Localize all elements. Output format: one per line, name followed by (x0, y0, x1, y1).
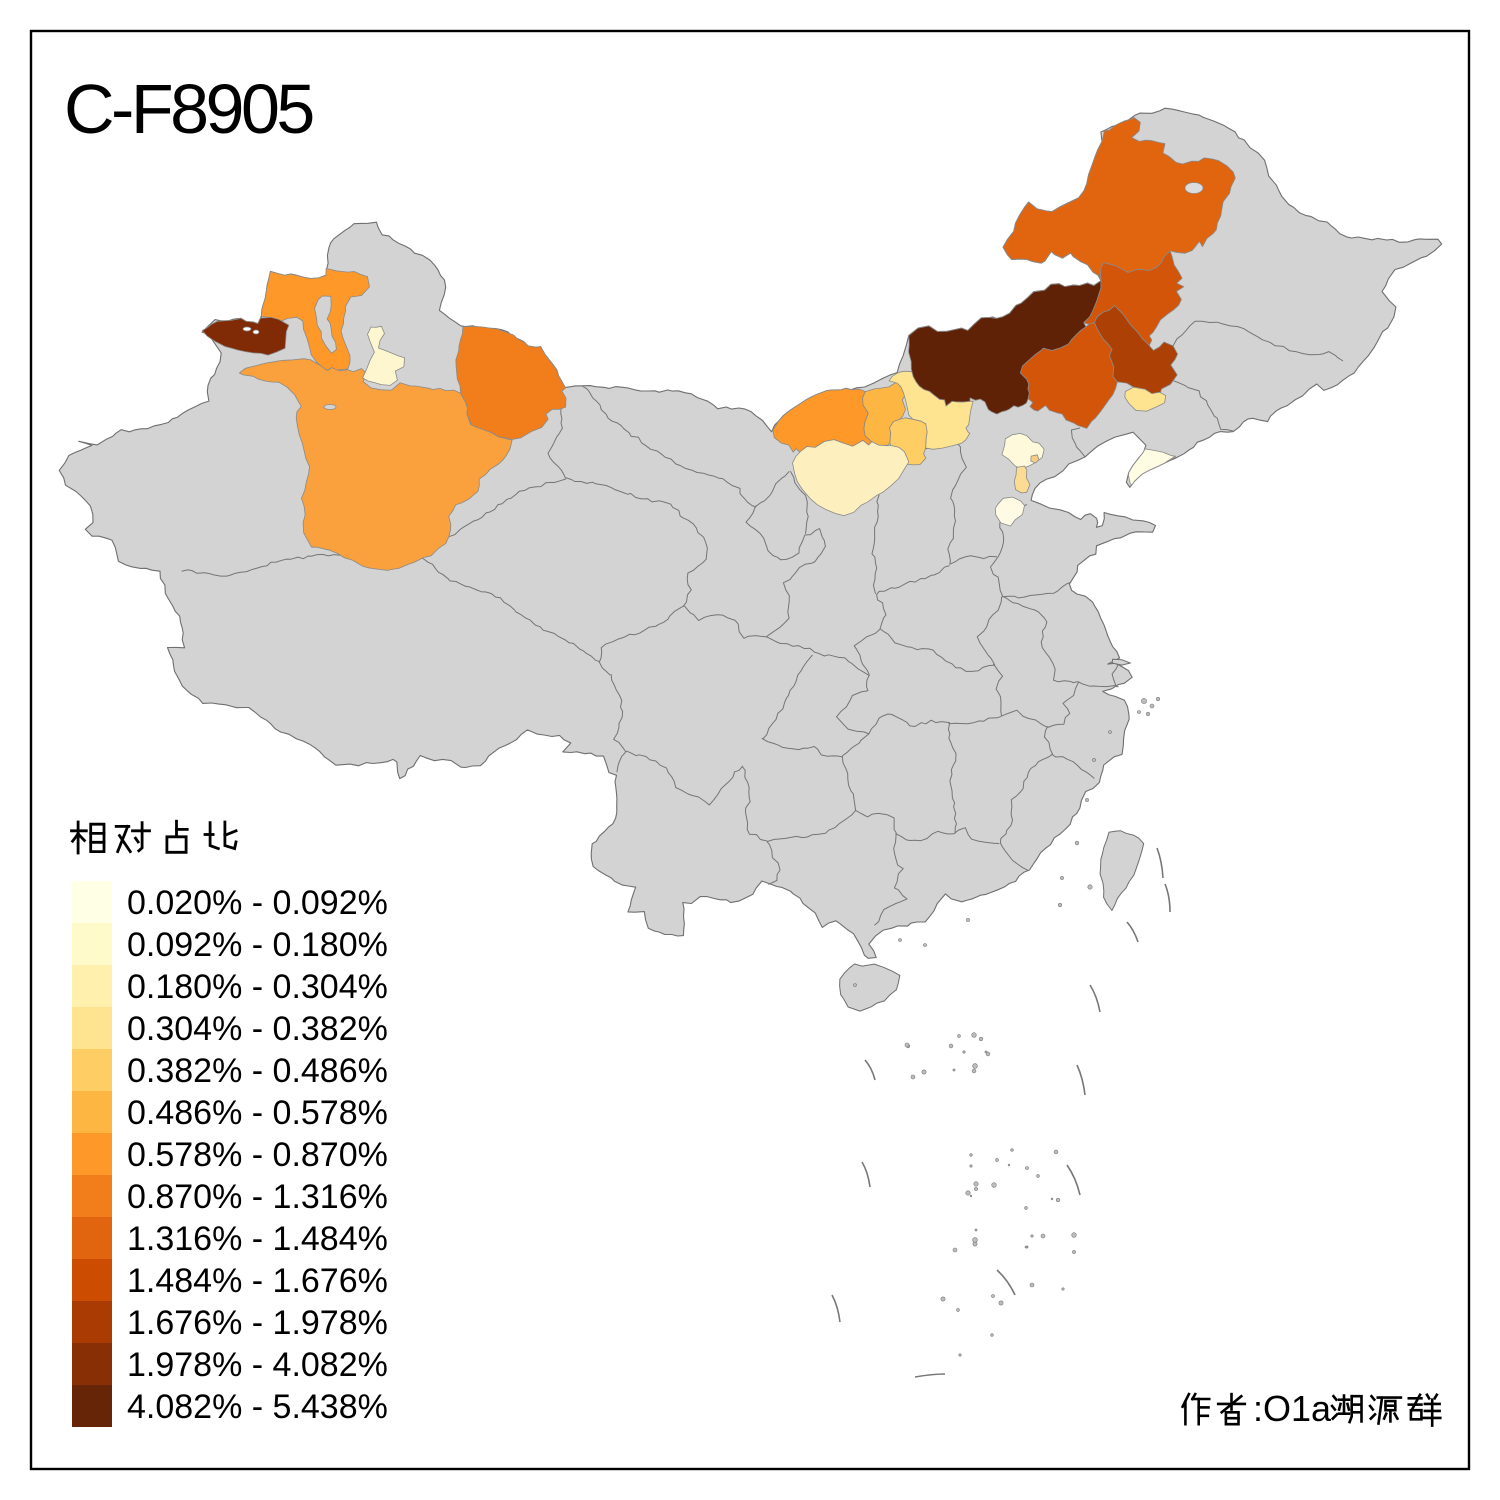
svg-text:0.870% - 1.316%: 0.870% - 1.316% (127, 1178, 388, 1216)
svg-text:1.316% - 1.484%: 1.316% - 1.484% (127, 1220, 388, 1258)
svg-text:0.020% - 0.092%: 0.020% - 0.092% (127, 884, 388, 922)
svg-text:4.082% - 5.438%: 4.082% - 5.438% (127, 1388, 388, 1426)
svg-text:C-F8905: C-F8905 (64, 70, 312, 148)
svg-text:1.484% - 1.676%: 1.484% - 1.676% (127, 1262, 388, 1300)
svg-text:0.578% - 0.870%: 0.578% - 0.870% (127, 1136, 388, 1174)
svg-text:1.676% - 1.978%: 1.676% - 1.978% (127, 1304, 388, 1342)
svg-text:0.486% - 0.578%: 0.486% - 0.578% (127, 1094, 388, 1132)
svg-text:0.382% - 0.486%: 0.382% - 0.486% (127, 1052, 388, 1090)
svg-text:0.180% - 0.304%: 0.180% - 0.304% (127, 968, 388, 1006)
svg-text:0.092% - 0.180%: 0.092% - 0.180% (127, 926, 388, 964)
svg-text::O1a: :O1a (1253, 1388, 1332, 1429)
svg-text:1.978% - 4.082%: 1.978% - 4.082% (127, 1346, 388, 1384)
svg-text:0.304% - 0.382%: 0.304% - 0.382% (127, 1010, 388, 1048)
